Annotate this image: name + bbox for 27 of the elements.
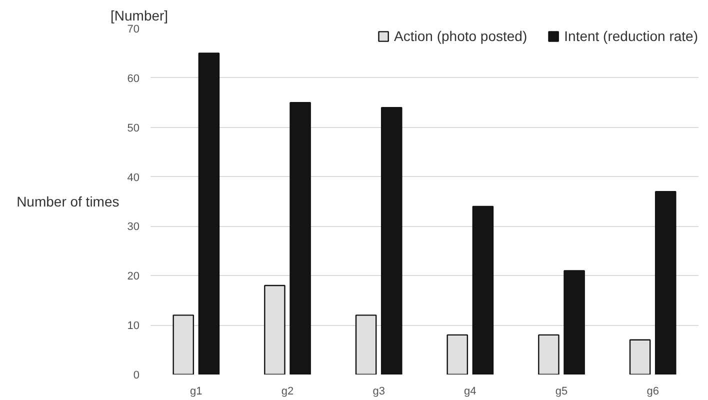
bar	[472, 206, 494, 374]
bar	[629, 339, 651, 374]
text: [Number]	[110, 8, 168, 24]
y-tick-label: 40	[127, 172, 140, 184]
y-tick-label: 50	[127, 122, 140, 134]
x-tick-label: g2	[281, 386, 294, 398]
bar	[290, 102, 311, 374]
x-tick-label: g6	[646, 386, 659, 398]
x-tick-label: g5	[555, 386, 568, 398]
bar	[380, 106, 402, 374]
y-tick-label: 20	[127, 270, 140, 283]
x-tick-label: g1	[190, 386, 202, 398]
bar	[446, 334, 468, 374]
y-tick-label: 30	[127, 221, 140, 234]
y-tick-label: 60	[127, 72, 140, 85]
legend-label: Intent (reduction rate)	[564, 28, 698, 44]
bar	[564, 270, 585, 374]
bar	[198, 52, 220, 374]
y-tick-label: 0	[133, 370, 140, 382]
y-axis-title: Number of times	[16, 194, 120, 210]
x-tick-label: g3	[372, 386, 385, 398]
y-tick-label: 70	[127, 24, 140, 36]
legend-label: Action (photo posted)	[394, 28, 528, 44]
x-tick-label: g4	[464, 386, 476, 398]
y-tick-label: 10	[127, 320, 140, 332]
bar	[654, 191, 676, 374]
bar	[538, 334, 560, 374]
